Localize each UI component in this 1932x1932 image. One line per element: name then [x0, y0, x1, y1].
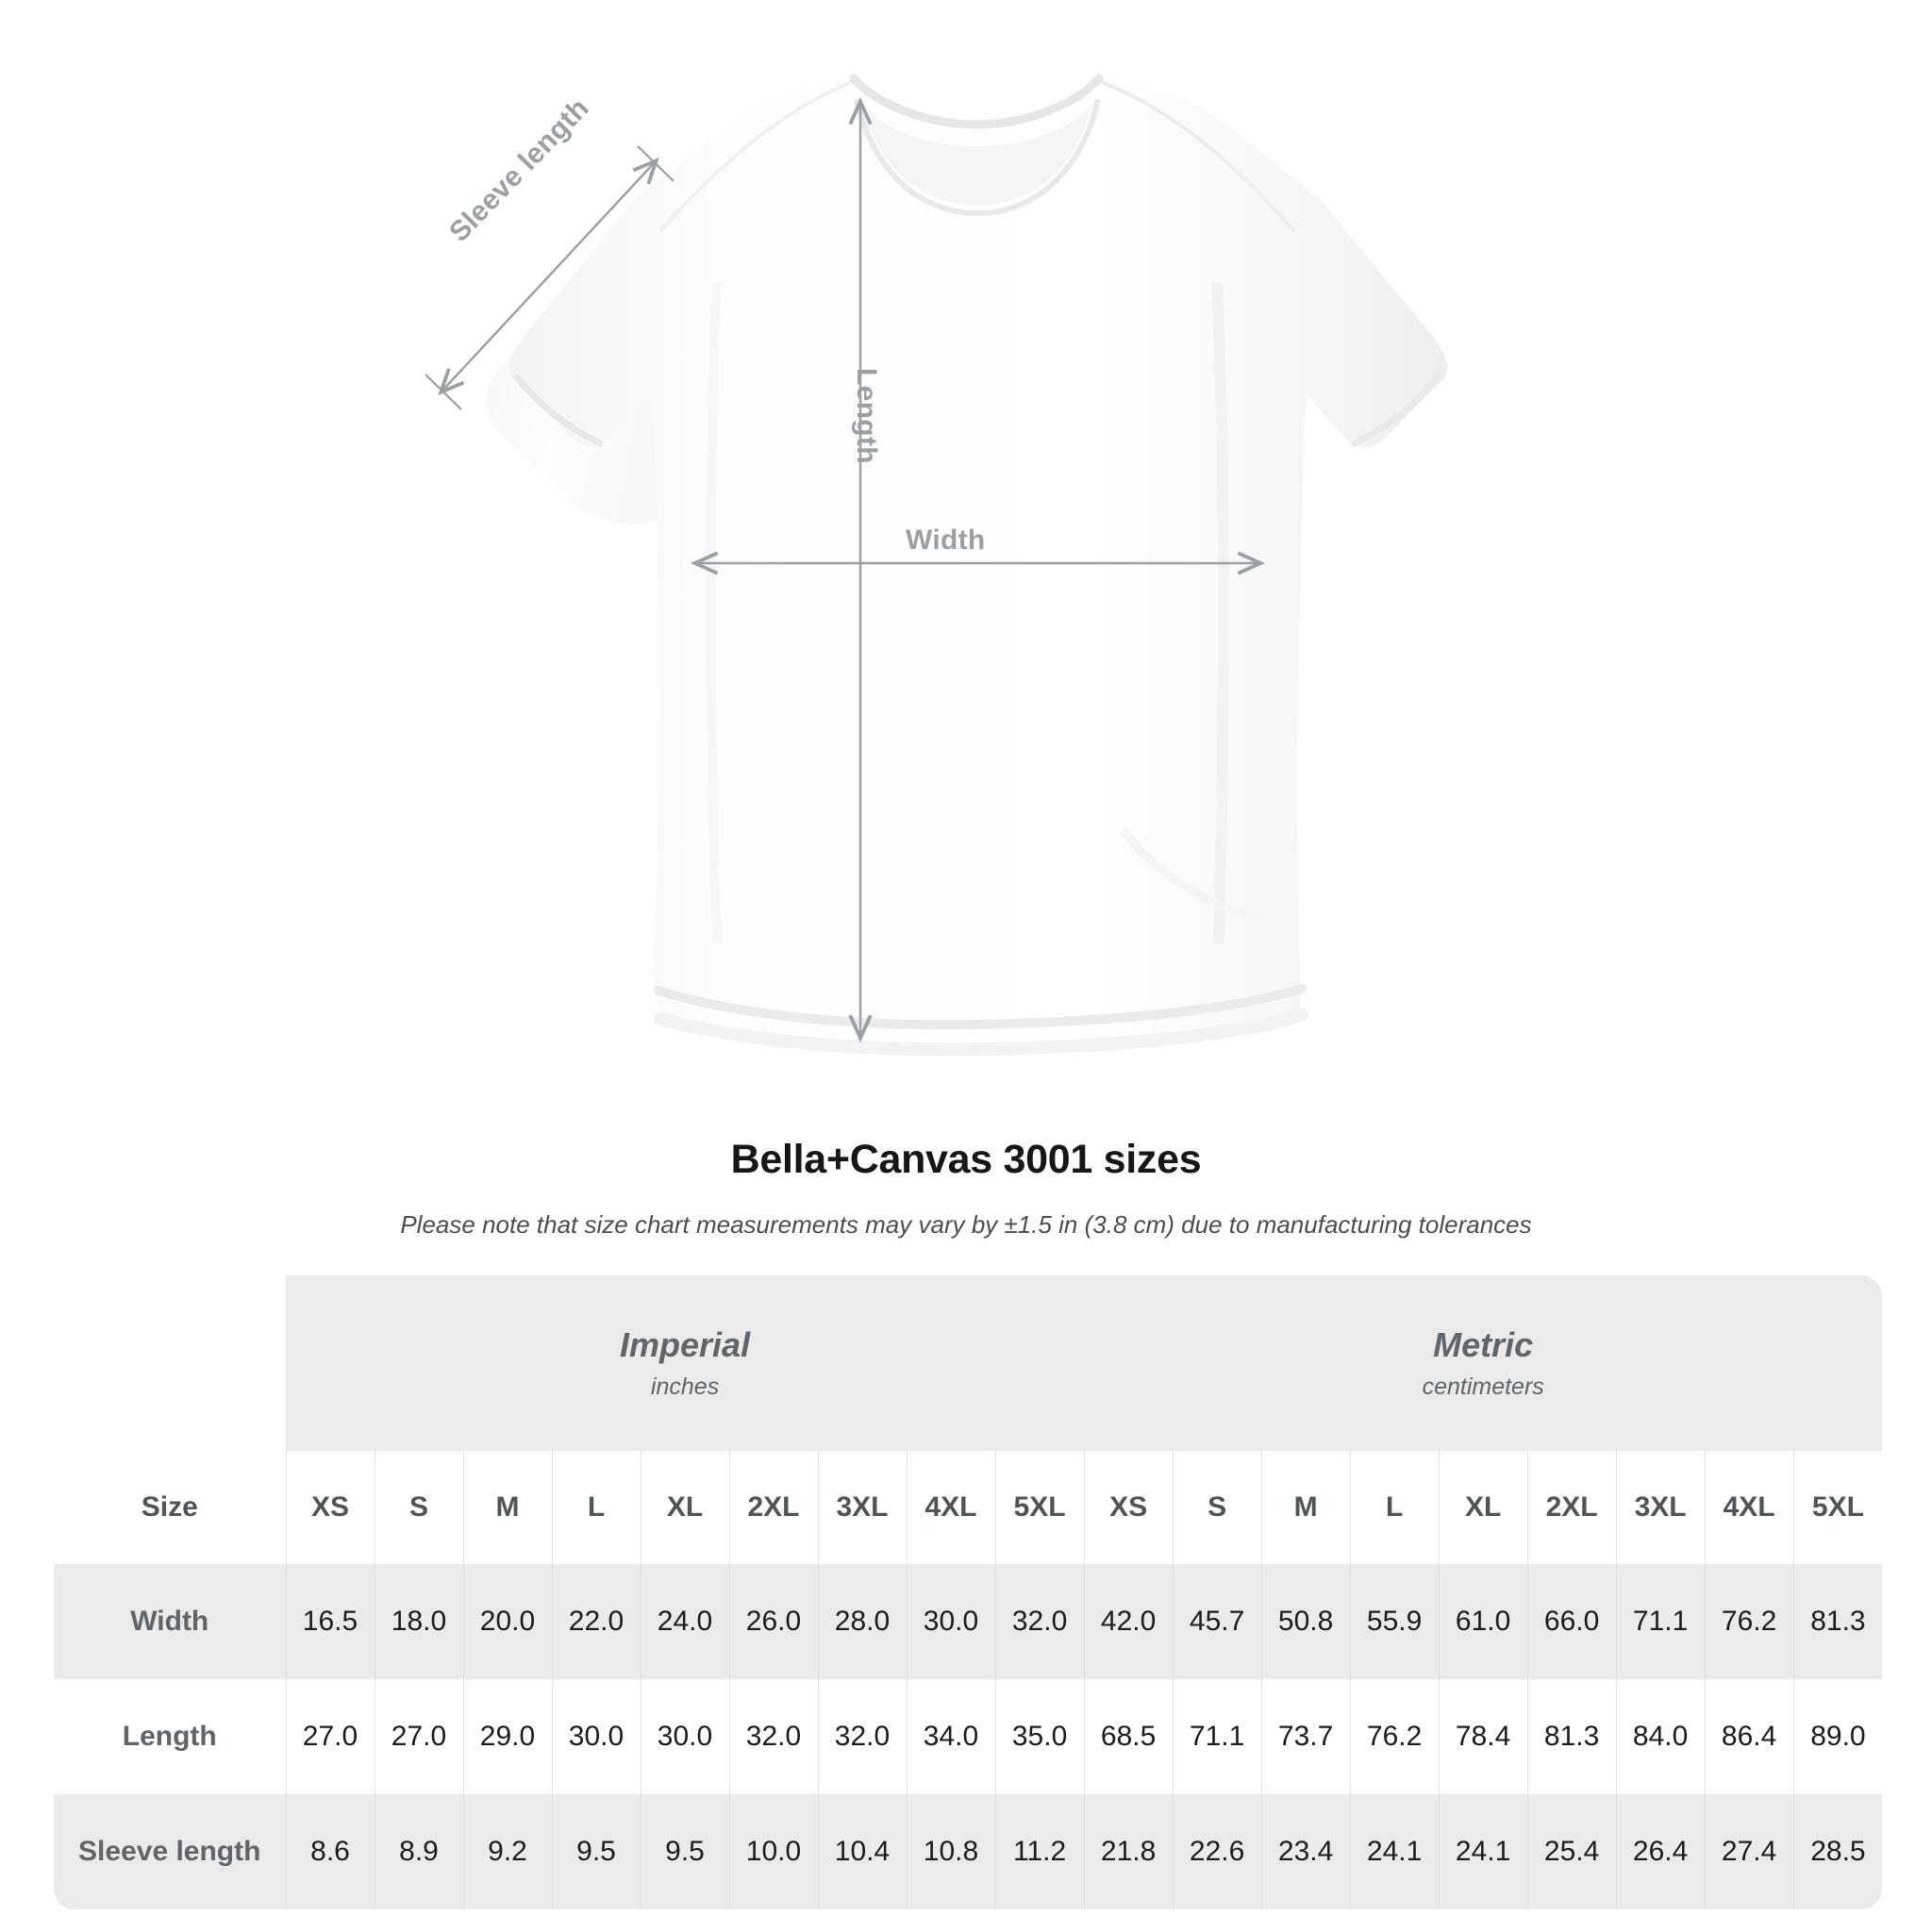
- size-chart-card: Imperial inches Metric centimeters Size X…: [54, 1275, 1882, 1909]
- size-header-cell: M: [1260, 1451, 1351, 1564]
- measurement-row-label: Width: [54, 1564, 286, 1679]
- measurement-cell: 66.0: [1526, 1564, 1617, 1679]
- size-header-cell: XL: [1438, 1451, 1528, 1564]
- size-header-cell: 2XL: [728, 1451, 818, 1564]
- measurement-cell: 20.0: [462, 1564, 552, 1679]
- size-header-cell: 4XL: [1704, 1451, 1794, 1564]
- measurement-arrows: [425, 96, 1266, 1043]
- length-label: Length: [851, 368, 882, 464]
- measurement-cell: 32.0: [994, 1564, 1085, 1679]
- measurement-cell: 32.0: [728, 1679, 818, 1794]
- measurement-cell: 25.4: [1526, 1794, 1617, 1909]
- measurement-cell: 26.0: [728, 1564, 818, 1679]
- measurement-row-label: Sleeve length: [54, 1794, 286, 1909]
- tshirt-illustration: Sleeve length Length Width: [425, 74, 1448, 1057]
- measurement-cell: 11.2: [994, 1794, 1085, 1909]
- measurement-cell: 27.0: [374, 1679, 463, 1794]
- measurement-cell: 10.0: [728, 1794, 818, 1909]
- size-header-row: Size XS S M L XL 2XL 3XL 4XL 5XL XS S M L XL 2XL 3XL 4XL 5…: [54, 1451, 1882, 1564]
- imperial-unit-cell: Imperial inches: [286, 1275, 1085, 1451]
- size-table-body: Width 16.5 18.0 20.0 22.0 24.0 26.0 28.0 30.0 32.…: [54, 1564, 1882, 1909]
- size-header-cell: XS: [285, 1451, 375, 1564]
- table-row: Length 27.0 27.0 29.0 30.0 30.0 32.0 32.0 34.0 35…: [54, 1679, 1882, 1794]
- size-header-cell: 5XL: [994, 1451, 1085, 1564]
- measurement-cell: 10.4: [817, 1794, 907, 1909]
- size-header-cell: 2XL: [1526, 1451, 1617, 1564]
- size-header-cell: 5XL: [1792, 1451, 1882, 1564]
- measurement-row-label: Length: [54, 1679, 286, 1794]
- measurement-cell: 24.1: [1438, 1794, 1528, 1909]
- measurement-cell: 76.2: [1704, 1564, 1794, 1679]
- measurement-cell: 71.1: [1172, 1679, 1262, 1794]
- measurement-cell: 81.3: [1526, 1679, 1617, 1794]
- measurement-cell: 76.2: [1349, 1679, 1440, 1794]
- measurement-cell: 68.5: [1083, 1679, 1174, 1794]
- size-header-cell: XS: [1083, 1451, 1174, 1564]
- measurement-cell: 81.3: [1792, 1564, 1882, 1679]
- measurement-cell: 27.4: [1704, 1794, 1794, 1909]
- size-header-cell: 3XL: [817, 1451, 907, 1564]
- measurement-cell: 28.5: [1792, 1794, 1882, 1909]
- size-header-cell: 3XL: [1615, 1451, 1706, 1564]
- measurement-cell: 35.0: [994, 1679, 1085, 1794]
- measurement-cell: 8.6: [285, 1794, 375, 1909]
- measurement-cell: 61.0: [1438, 1564, 1528, 1679]
- measurement-cell: 30.0: [906, 1564, 995, 1679]
- measurement-cell: 26.4: [1615, 1794, 1706, 1909]
- measurement-cell: 9.5: [640, 1794, 729, 1909]
- tshirt-diagram-svg: [425, 74, 1448, 1057]
- measurement-cell: 34.0: [906, 1679, 995, 1794]
- size-header-cell: 4XL: [906, 1451, 995, 1564]
- measurement-cell: 30.0: [640, 1679, 729, 1794]
- sleeve-length-arrow: [425, 145, 675, 410]
- page-title: Bella+Canvas 3001 sizes: [730, 1137, 1202, 1182]
- measurement-cell: 28.0: [817, 1564, 907, 1679]
- size-column-header: Size: [54, 1451, 286, 1564]
- measurement-cell: 78.4: [1438, 1679, 1528, 1794]
- measurement-cell: 8.9: [374, 1794, 463, 1909]
- measurement-cell: 45.7: [1172, 1564, 1262, 1679]
- size-header-cell: L: [1349, 1451, 1440, 1564]
- measurement-cell: 50.8: [1260, 1564, 1351, 1679]
- metric-title: Metric: [1433, 1324, 1534, 1364]
- imperial-subtitle: inches: [650, 1374, 720, 1401]
- imperial-title: Imperial: [620, 1324, 751, 1364]
- measurement-cell: 89.0: [1792, 1679, 1882, 1794]
- measurement-cell: 84.0: [1615, 1679, 1706, 1794]
- measurement-cell: 86.4: [1704, 1679, 1794, 1794]
- metric-unit-cell: Metric centimeters: [1084, 1275, 1882, 1451]
- size-header-cell: XL: [640, 1451, 729, 1564]
- width-label: Width: [906, 525, 986, 556]
- measurement-cell: 9.5: [551, 1794, 641, 1909]
- measurement-cell: 55.9: [1349, 1564, 1440, 1679]
- unit-band-spacer: [54, 1275, 286, 1451]
- size-header-cell: S: [1172, 1451, 1262, 1564]
- size-header-cell: S: [374, 1451, 463, 1564]
- measurement-cell: 73.7: [1260, 1679, 1351, 1794]
- measurement-cell: 22.0: [551, 1564, 641, 1679]
- measurement-cell: 16.5: [285, 1564, 375, 1679]
- measurement-cell: 21.8: [1083, 1794, 1174, 1909]
- size-chart-table: Imperial inches Metric centimeters Size X…: [54, 1275, 1882, 1909]
- measurement-cell: 27.0: [285, 1679, 375, 1794]
- size-header-cell: L: [551, 1451, 641, 1564]
- measurement-cell: 18.0: [374, 1564, 463, 1679]
- measurement-cell: 23.4: [1260, 1794, 1351, 1909]
- measurement-cell: 22.6: [1172, 1794, 1262, 1909]
- measurement-cell: 24.0: [640, 1564, 729, 1679]
- measurement-cell: 42.0: [1083, 1564, 1174, 1679]
- unit-band-row: Imperial inches Metric centimeters: [54, 1275, 1882, 1451]
- measurement-cell: 32.0: [817, 1679, 907, 1794]
- measurement-cell: 29.0: [462, 1679, 552, 1794]
- measurement-cell: 30.0: [551, 1679, 641, 1794]
- table-row: Width 16.5 18.0 20.0 22.0 24.0 26.0 28.0 30.0 32.…: [54, 1564, 1882, 1679]
- measurement-cell: 71.1: [1615, 1564, 1706, 1679]
- size-header-cell: M: [462, 1451, 552, 1564]
- measurement-cell: 10.8: [906, 1794, 995, 1909]
- page-subtitle: Please note that size chart measurements…: [400, 1210, 1532, 1239]
- table-row: Sleeve length 8.6 8.9 9.2 9.5 9.5 10.0 10.4 10.8…: [54, 1794, 1882, 1909]
- measurement-cell: 24.1: [1349, 1794, 1440, 1909]
- metric-subtitle: centimeters: [1422, 1374, 1544, 1401]
- measurement-cell: 9.2: [462, 1794, 552, 1909]
